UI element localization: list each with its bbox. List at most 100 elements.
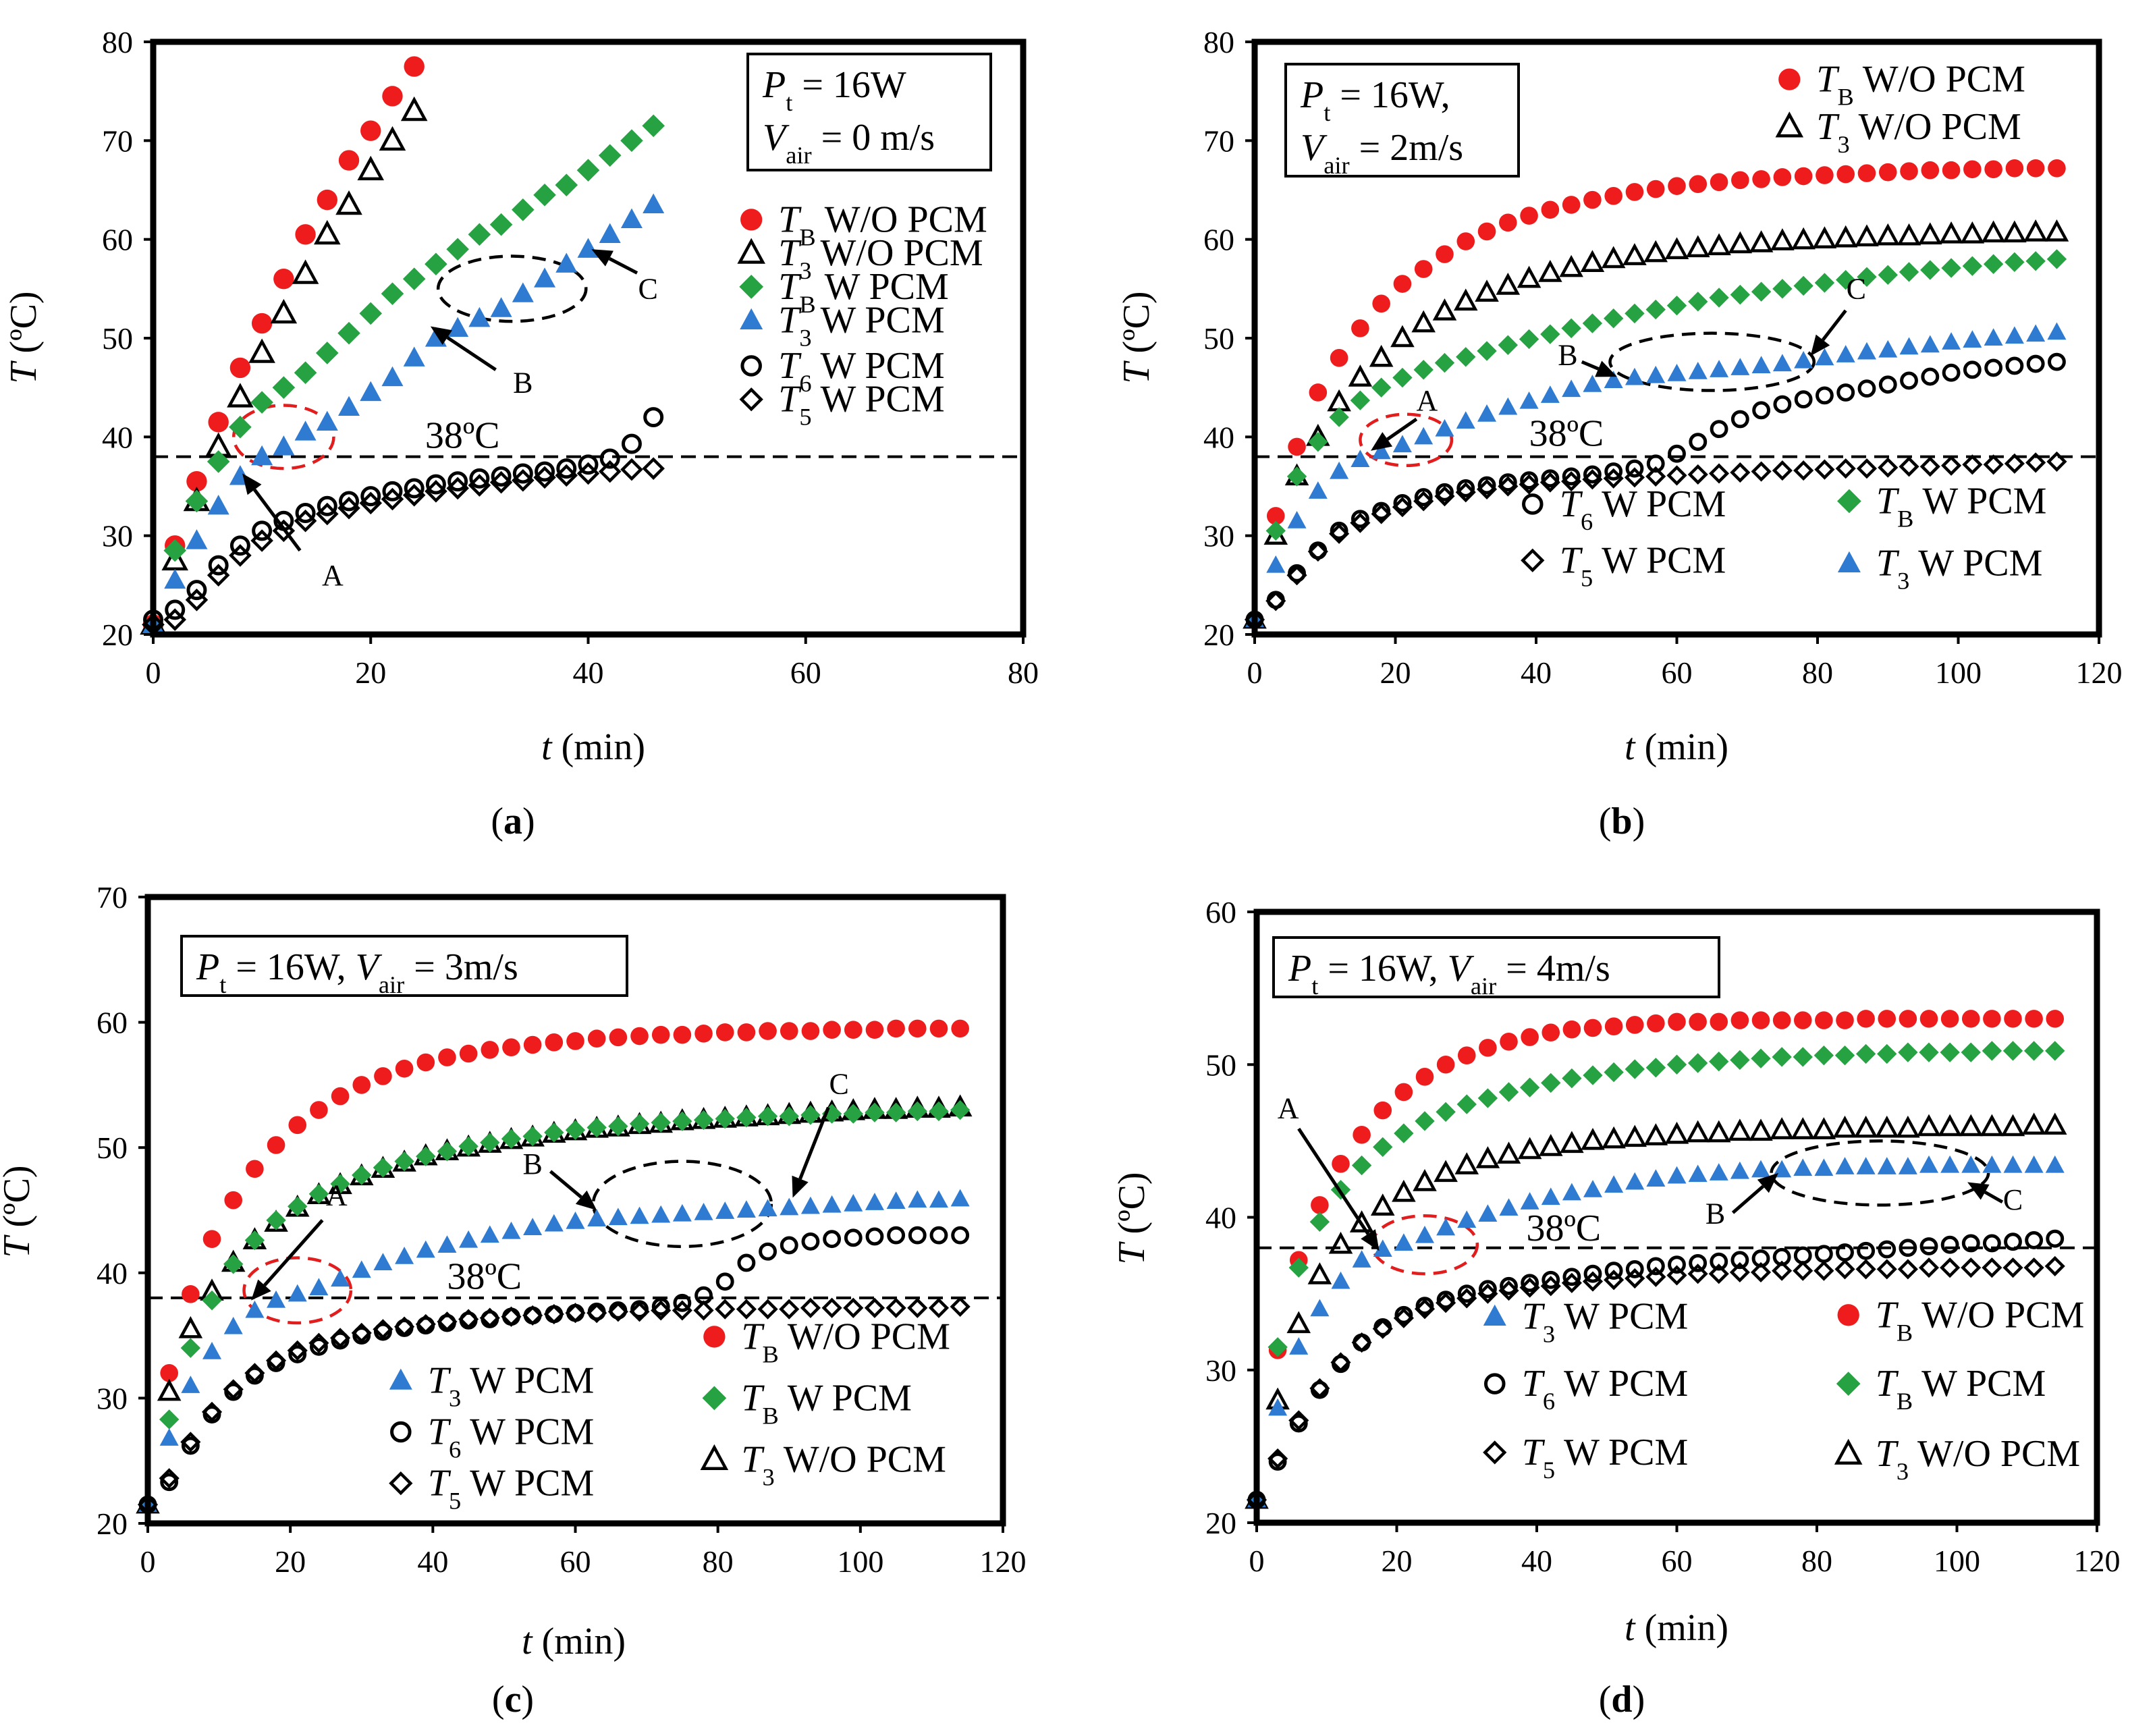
data-point [1394, 1305, 1413, 1324]
data-point [1265, 520, 1286, 541]
data-point [2003, 1155, 2023, 1173]
data-point [543, 1303, 564, 1325]
data-point [1668, 177, 1686, 195]
data-point [629, 1301, 650, 1322]
data-point [1327, 389, 1351, 412]
data-point [1980, 1114, 2004, 1137]
data-point [780, 1022, 798, 1040]
data-point [1350, 390, 1371, 410]
data-point [207, 494, 229, 515]
data-point [1899, 337, 1919, 355]
legend-label: TB W/O PCM [778, 198, 987, 250]
annotation-label-b: B [1706, 1197, 1725, 1230]
annotation-label-c: C [829, 1067, 848, 1100]
legend-entry: TB W PCM [702, 1377, 912, 1429]
data-point [1709, 1163, 1728, 1181]
data-point [1709, 1052, 1729, 1072]
data-point [672, 1203, 692, 1222]
legend-label: TB W/O PCM [741, 1315, 950, 1367]
data-point [2004, 326, 2024, 344]
x-tick-label: 60 [1662, 1544, 1693, 1578]
annotation-label-b: B [513, 366, 533, 399]
data-point [479, 1307, 500, 1328]
data-point [1962, 454, 1983, 475]
data-point [1646, 1169, 1666, 1187]
data-point [736, 1299, 757, 1320]
data-point [1646, 454, 1665, 473]
y-tick-label: 40 [97, 1256, 128, 1291]
data-point [629, 1114, 650, 1134]
data-point [1772, 1260, 1793, 1281]
highlight-ellipse-1 [242, 1256, 353, 1325]
data-point [1959, 1114, 1984, 1137]
data-point [1941, 258, 1961, 278]
data-point [395, 1059, 414, 1078]
data-point [522, 1126, 543, 1147]
data-point [458, 1136, 479, 1157]
legend-label: T3 W/O PCM [741, 1438, 946, 1490]
data-point [737, 1253, 756, 1272]
legend-entry: TB W/O PCM [1778, 59, 2025, 111]
data-point [1541, 1187, 1560, 1205]
data-point [759, 1242, 777, 1261]
data-point [1728, 1118, 1752, 1141]
data-point [1813, 1260, 1834, 1281]
data-point [1456, 232, 1475, 250]
data-point [1625, 1172, 1645, 1190]
data-point [1814, 273, 1835, 293]
data-point [1330, 461, 1349, 479]
data-point [252, 520, 273, 541]
data-point [1918, 1257, 1940, 1278]
data-point [1456, 479, 1475, 497]
data-point [287, 1340, 308, 1361]
data-point [1477, 341, 1497, 361]
data-point [651, 1300, 672, 1321]
data-point [295, 224, 316, 245]
data-point [1604, 371, 1623, 388]
data-point [757, 1106, 778, 1127]
annotation-arrow-b [1731, 1185, 1764, 1214]
data-point [374, 1067, 392, 1085]
data-point [1457, 1046, 1476, 1064]
annotation-arrowhead-b [1757, 1172, 1778, 1193]
x-tick-label: 60 [790, 655, 821, 690]
data-point [1625, 1016, 1644, 1034]
annotation-label-b: B [1558, 339, 1577, 372]
data-point [201, 1401, 223, 1422]
data-point [1604, 1262, 1623, 1280]
data-point [1562, 1068, 1582, 1089]
data-point [672, 1111, 692, 1131]
data-point [1625, 183, 1644, 201]
data-point [822, 1195, 842, 1213]
data-point [1772, 1011, 1791, 1029]
y-tick-label: 60 [1203, 223, 1234, 257]
data-point [1643, 240, 1668, 263]
reference-line-label: 38ºC [1529, 412, 1604, 454]
data-point [1415, 1297, 1434, 1315]
x-tick-label: 0 [1249, 1544, 1265, 1578]
data-point [1373, 1101, 1392, 1120]
x-tick-label: 80 [703, 1544, 734, 1579]
data-point [491, 466, 512, 487]
data-point [1878, 163, 1897, 182]
data-point [1498, 335, 1518, 355]
data-point [1857, 379, 1876, 398]
data-point [2045, 1155, 2065, 1173]
data-point [501, 1129, 522, 1149]
data-point [1917, 1114, 1941, 1137]
data-point [468, 306, 491, 327]
data-point [1646, 1257, 1665, 1276]
data-point [1876, 223, 1901, 246]
data-point [1667, 363, 1687, 381]
chart-panel-c: 38ºC A B C 0 20 40 60 80 100 120 20 30 40 50 60 70 t (min… [0, 880, 1027, 1720]
y-tick-label: 70 [97, 880, 128, 915]
data-point [1603, 468, 1624, 489]
data-point [2042, 1112, 2067, 1135]
data-point [223, 1254, 244, 1274]
data-point [1940, 1235, 1959, 1254]
data-point [1351, 1155, 1372, 1176]
data-point [1919, 1237, 1938, 1255]
data-point [587, 1303, 607, 1324]
data-point [265, 1350, 287, 1371]
data-point [2023, 1257, 2044, 1278]
